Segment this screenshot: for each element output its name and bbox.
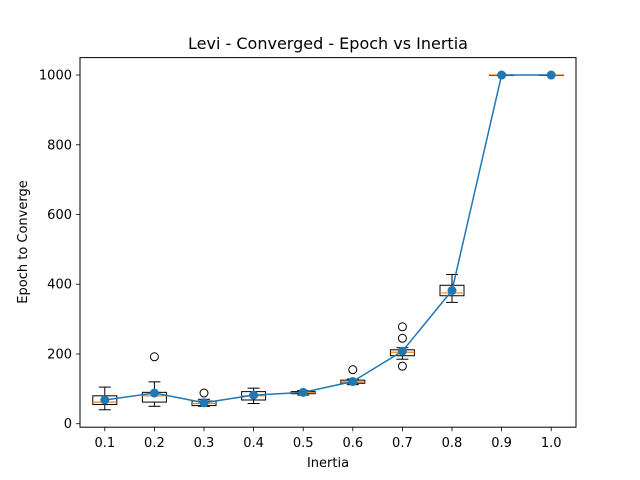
x-tick-label: 0.9 — [491, 436, 512, 451]
series-point — [100, 395, 110, 405]
box-0.7 — [389, 322, 415, 371]
x-tick-label: 0.2 — [144, 436, 165, 451]
series-point — [348, 377, 358, 387]
x-tick-label: 0.3 — [194, 436, 215, 451]
outlier-point — [397, 322, 407, 332]
x-tick-label: 0.6 — [342, 436, 363, 451]
y-axis: 0 200 400 600 800 1000 — [39, 69, 80, 432]
box-0.2 — [141, 352, 167, 407]
series-line — [104, 74, 552, 404]
y-tick-label: 1000 — [39, 69, 72, 84]
x-tick-label: 0.8 — [442, 436, 463, 451]
series-point — [298, 387, 308, 397]
series-point — [397, 346, 407, 356]
series-point — [149, 388, 159, 398]
x-tick-label: 0.5 — [293, 436, 314, 451]
x-tick-label: 0.1 — [94, 436, 115, 451]
outlier-point — [397, 333, 407, 343]
chart-title: Levi - Converged - Epoch vs Inertia — [188, 34, 468, 53]
mean-series — [100, 70, 556, 408]
axes-frame — [79, 57, 577, 428]
plot-area — [79, 57, 577, 428]
outlier-point — [149, 352, 159, 362]
outlier-point — [348, 365, 358, 375]
series-point — [497, 70, 507, 80]
series-point — [546, 70, 556, 80]
series-point — [199, 398, 209, 408]
y-axis-title: Epoch to Converge — [16, 180, 31, 303]
x-tick-label: 0.7 — [392, 436, 413, 451]
y-tick-label: 0 — [64, 417, 72, 432]
y-tick-label: 200 — [47, 347, 72, 362]
x-axis-title: Inertia — [307, 456, 349, 471]
series-point — [447, 286, 457, 296]
outlier-point — [199, 388, 209, 398]
box-series — [92, 74, 564, 411]
x-tick-label: 1.0 — [541, 436, 562, 451]
outlier-point — [397, 361, 407, 371]
y-tick-label: 400 — [47, 278, 72, 293]
series-point — [249, 390, 259, 400]
y-tick-label: 600 — [47, 208, 72, 223]
box-body — [439, 284, 465, 297]
x-axis: 0.1 0.2 0.3 0.4 0.5 0.6 0.7 0.8 0.9 1.0 — [94, 427, 562, 451]
x-tick-label: 0.4 — [243, 436, 264, 451]
y-tick-label: 800 — [47, 138, 72, 153]
